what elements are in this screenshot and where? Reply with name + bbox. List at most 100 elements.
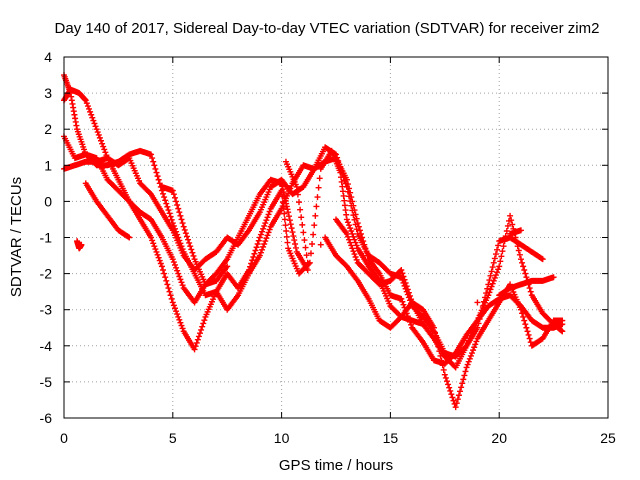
data-point (349, 245, 356, 252)
data-point (102, 149, 109, 156)
data-point (406, 297, 413, 304)
data-point (488, 283, 495, 290)
data-point (494, 246, 501, 253)
data-point (300, 229, 307, 236)
y-axis-label: SDTVAR / TECUs (8, 177, 25, 297)
data-point (486, 289, 493, 296)
data-point (160, 266, 167, 273)
data-point (255, 237, 262, 244)
data-point (294, 191, 301, 198)
data-point (349, 230, 356, 237)
data-point (193, 339, 200, 346)
data-point (262, 220, 269, 227)
data-point (312, 212, 319, 219)
data-point (304, 259, 311, 266)
data-point (88, 111, 95, 118)
data-point (309, 240, 316, 247)
data-point (261, 240, 268, 247)
data-point (161, 270, 168, 277)
data-point (84, 103, 91, 110)
data-point (170, 302, 177, 309)
data-point (520, 263, 527, 270)
data-point (559, 328, 566, 335)
data-point (445, 381, 452, 388)
data-point (398, 295, 405, 302)
data-point (265, 229, 272, 236)
data-point (504, 222, 511, 229)
data-point (192, 343, 199, 350)
data-point (338, 167, 345, 174)
data-point (522, 321, 529, 328)
data-point (498, 253, 505, 260)
data-point (284, 239, 291, 246)
data-point (482, 294, 489, 301)
data-point (253, 244, 260, 251)
x-tick-label: 10 (274, 430, 290, 446)
data-point (404, 291, 411, 298)
data-point (452, 404, 459, 411)
data-point (153, 169, 160, 176)
data-point (403, 288, 410, 295)
data-point (447, 387, 454, 394)
data-point (169, 299, 176, 306)
data-point (173, 198, 180, 205)
data-point (305, 260, 312, 267)
data-point (249, 257, 256, 264)
data-point (347, 225, 354, 232)
data-point (224, 263, 231, 270)
data-point (169, 187, 176, 194)
data-point (286, 217, 293, 224)
data-point (462, 368, 469, 375)
data-point (524, 328, 531, 335)
data-point (517, 256, 524, 263)
data-point (348, 228, 355, 235)
data-point (188, 246, 195, 253)
data-point (95, 131, 102, 138)
data-point (448, 391, 455, 398)
data-point (352, 221, 359, 228)
data-point (465, 358, 472, 365)
data-point (459, 380, 466, 387)
data-point (400, 301, 407, 308)
data-point (495, 242, 502, 249)
data-point (285, 209, 292, 216)
y-tick-label: 2 (44, 121, 52, 137)
data-point (281, 216, 288, 223)
chart-title: Day 140 of 2017, Sidereal Day-to-day VTE… (55, 20, 600, 37)
data-point (399, 277, 406, 284)
data-point (509, 221, 516, 228)
y-tick-label: 3 (44, 85, 52, 101)
data-point (491, 274, 498, 281)
y-tick-label: 1 (44, 157, 52, 173)
data-point (177, 212, 184, 219)
data-point (347, 198, 354, 205)
data-point (151, 243, 158, 250)
data-point (175, 313, 182, 320)
data-point (346, 236, 353, 243)
data-point (260, 243, 267, 250)
data-point (507, 212, 514, 219)
data-point (453, 400, 460, 407)
data-point (299, 221, 306, 228)
data-point (281, 210, 288, 217)
data-point (265, 211, 272, 218)
data-point (292, 240, 299, 247)
data-point (151, 162, 158, 169)
data-point (489, 280, 496, 287)
data-point (347, 239, 354, 246)
data-point (401, 282, 408, 289)
data-point (82, 97, 89, 104)
data-point (155, 176, 162, 183)
data-point (521, 266, 528, 273)
data-point (155, 254, 162, 261)
data-point (160, 190, 167, 197)
data-point (350, 233, 357, 240)
data-point (442, 374, 449, 381)
data-point (166, 288, 173, 295)
data-point (182, 230, 189, 237)
data-point (176, 316, 183, 323)
x-axis-label: GPS time / hours (279, 457, 393, 474)
data-point (314, 194, 321, 201)
data-point (517, 227, 524, 234)
